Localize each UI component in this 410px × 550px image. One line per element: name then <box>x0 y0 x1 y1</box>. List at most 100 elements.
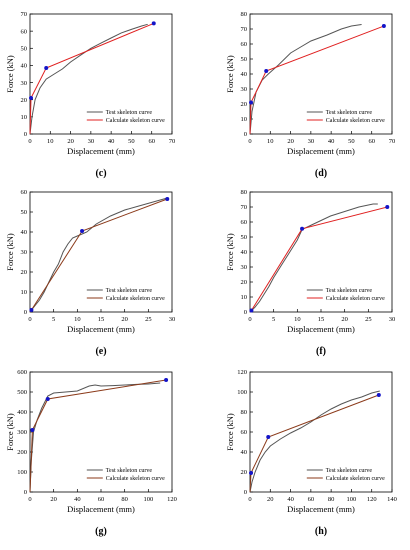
y-tick-label: 0 <box>244 489 247 496</box>
y-tick-label: 60 <box>241 429 248 436</box>
data-point-marker <box>376 393 381 397</box>
x-tick-label: 20 <box>267 496 274 503</box>
panel-label: (d) <box>315 168 327 179</box>
y-tick-label: 300 <box>17 429 27 436</box>
x-tick-label: 60 <box>148 138 155 145</box>
y-tick-label: 100 <box>237 389 247 396</box>
x-tick-label: 0 <box>28 138 31 145</box>
legend-entry: Test skeleton curve <box>326 468 373 474</box>
data-point-marker <box>45 397 50 401</box>
x-tick-label: 100 <box>143 496 153 503</box>
y-tick-label: 10 <box>21 114 28 121</box>
series-line-calculate <box>29 379 167 493</box>
legend-entry: Calculate skeleton curve <box>326 296 385 302</box>
x-tick-label: 30 <box>389 316 396 323</box>
x-tick-label: 10 <box>294 316 301 323</box>
y-tick-label: 30 <box>21 249 28 256</box>
x-tick-label: 100 <box>347 496 357 503</box>
y-axis-label: Force (kN) <box>5 413 15 451</box>
legend-entry: Calculate skeleton curve <box>106 296 165 302</box>
x-tick-label: 20 <box>50 496 57 503</box>
x-tick-label: 80 <box>328 496 335 503</box>
x-tick-label: 70 <box>169 138 176 145</box>
y-tick-label: 40 <box>241 71 248 78</box>
x-tick-label: 60 <box>308 496 315 503</box>
y-tick-label: 100 <box>17 469 27 476</box>
y-tick-label: 0 <box>244 131 247 138</box>
x-tick-label: 50 <box>128 138 135 145</box>
x-tick-label: 40 <box>328 138 335 145</box>
data-point-marker <box>249 471 254 475</box>
panel-label: (f) <box>316 346 326 357</box>
x-axis-label: Displacement (mm) <box>287 324 355 334</box>
x-tick-label: 50 <box>348 138 355 145</box>
x-tick-label: 20 <box>121 316 128 323</box>
data-point-marker <box>80 229 85 233</box>
chart-panel: 0 20 40 60 80 100 120 140 0 20 40 60 80 100 120 Displac… <box>225 369 397 537</box>
x-tick-label: 15 <box>318 316 325 323</box>
y-axis-label: Force (kN) <box>225 233 235 271</box>
y-tick-label: 70 <box>241 26 248 33</box>
x-tick-label: 140 <box>387 496 397 503</box>
y-tick-label: 10 <box>241 294 248 301</box>
x-tick-label: 60 <box>368 138 375 145</box>
y-tick-label: 0 <box>24 309 27 316</box>
x-tick-label: 40 <box>74 496 81 503</box>
y-tick-label: 600 <box>17 369 27 376</box>
data-point-marker <box>151 21 156 26</box>
x-tick-label: 0 <box>248 316 251 323</box>
y-tick-label: 80 <box>241 189 248 196</box>
x-tick-label: 120 <box>367 496 377 503</box>
data-point-marker <box>381 24 386 28</box>
y-tick-label: 80 <box>241 409 248 416</box>
series-line-calculate <box>249 394 379 493</box>
series-line-test <box>29 197 168 313</box>
y-tick-label: 20 <box>241 469 248 476</box>
y-tick-label: 30 <box>21 80 28 87</box>
x-tick-label: 0 <box>28 316 31 323</box>
y-tick-label: 120 <box>237 369 247 376</box>
y-axis-label: Force (kN) <box>5 233 15 271</box>
x-tick-label: 5 <box>272 316 275 323</box>
x-tick-label: 15 <box>98 316 105 323</box>
data-point-marker <box>30 428 35 432</box>
legend-entry: Calculate skeleton curve <box>326 476 385 482</box>
y-tick-label: 70 <box>241 204 248 211</box>
x-tick-label: 25 <box>365 316 372 323</box>
y-tick-label: 40 <box>241 449 248 456</box>
data-point-marker <box>300 226 305 231</box>
data-point-marker <box>385 205 390 209</box>
x-tick-label: 30 <box>308 138 315 145</box>
x-tick-label: 40 <box>287 496 294 503</box>
series-line-calculate <box>29 198 168 313</box>
x-tick-label: 10 <box>47 138 54 145</box>
legend-entry: Test skeleton curve <box>326 110 373 116</box>
y-tick-label: 20 <box>241 101 248 108</box>
x-tick-label: 30 <box>169 316 176 323</box>
x-tick-label: 40 <box>108 138 115 145</box>
y-tick-label: 30 <box>241 264 248 271</box>
y-tick-label: 60 <box>21 189 28 196</box>
legend-entry: Test skeleton curve <box>106 468 153 474</box>
chart-panel: 0 10 20 30 40 50 60 70 0 10 20 30 40 50 60 70 80 Displace… <box>225 11 395 179</box>
plot-frame <box>29 13 173 135</box>
y-tick-label: 50 <box>241 56 248 63</box>
y-tick-label: 40 <box>21 63 28 70</box>
panel-label: (g) <box>95 526 107 537</box>
data-point-marker <box>249 100 254 105</box>
data-point-marker <box>29 308 34 312</box>
legend-entry: Test skeleton curve <box>106 288 153 294</box>
y-tick-label: 20 <box>241 279 248 286</box>
y-tick-label: 20 <box>21 269 28 276</box>
y-tick-label: 10 <box>21 289 28 296</box>
data-point-marker <box>29 96 34 100</box>
y-tick-label: 200 <box>17 449 27 456</box>
legend-entry: Test skeleton curve <box>106 110 153 116</box>
x-axis-label: Displacement (mm) <box>287 504 355 514</box>
data-point-marker <box>165 197 170 201</box>
x-tick-label: 10 <box>267 138 274 145</box>
y-tick-label: 500 <box>17 389 27 396</box>
x-axis-label: Displacement (mm) <box>67 504 135 514</box>
y-tick-label: 60 <box>241 41 248 48</box>
